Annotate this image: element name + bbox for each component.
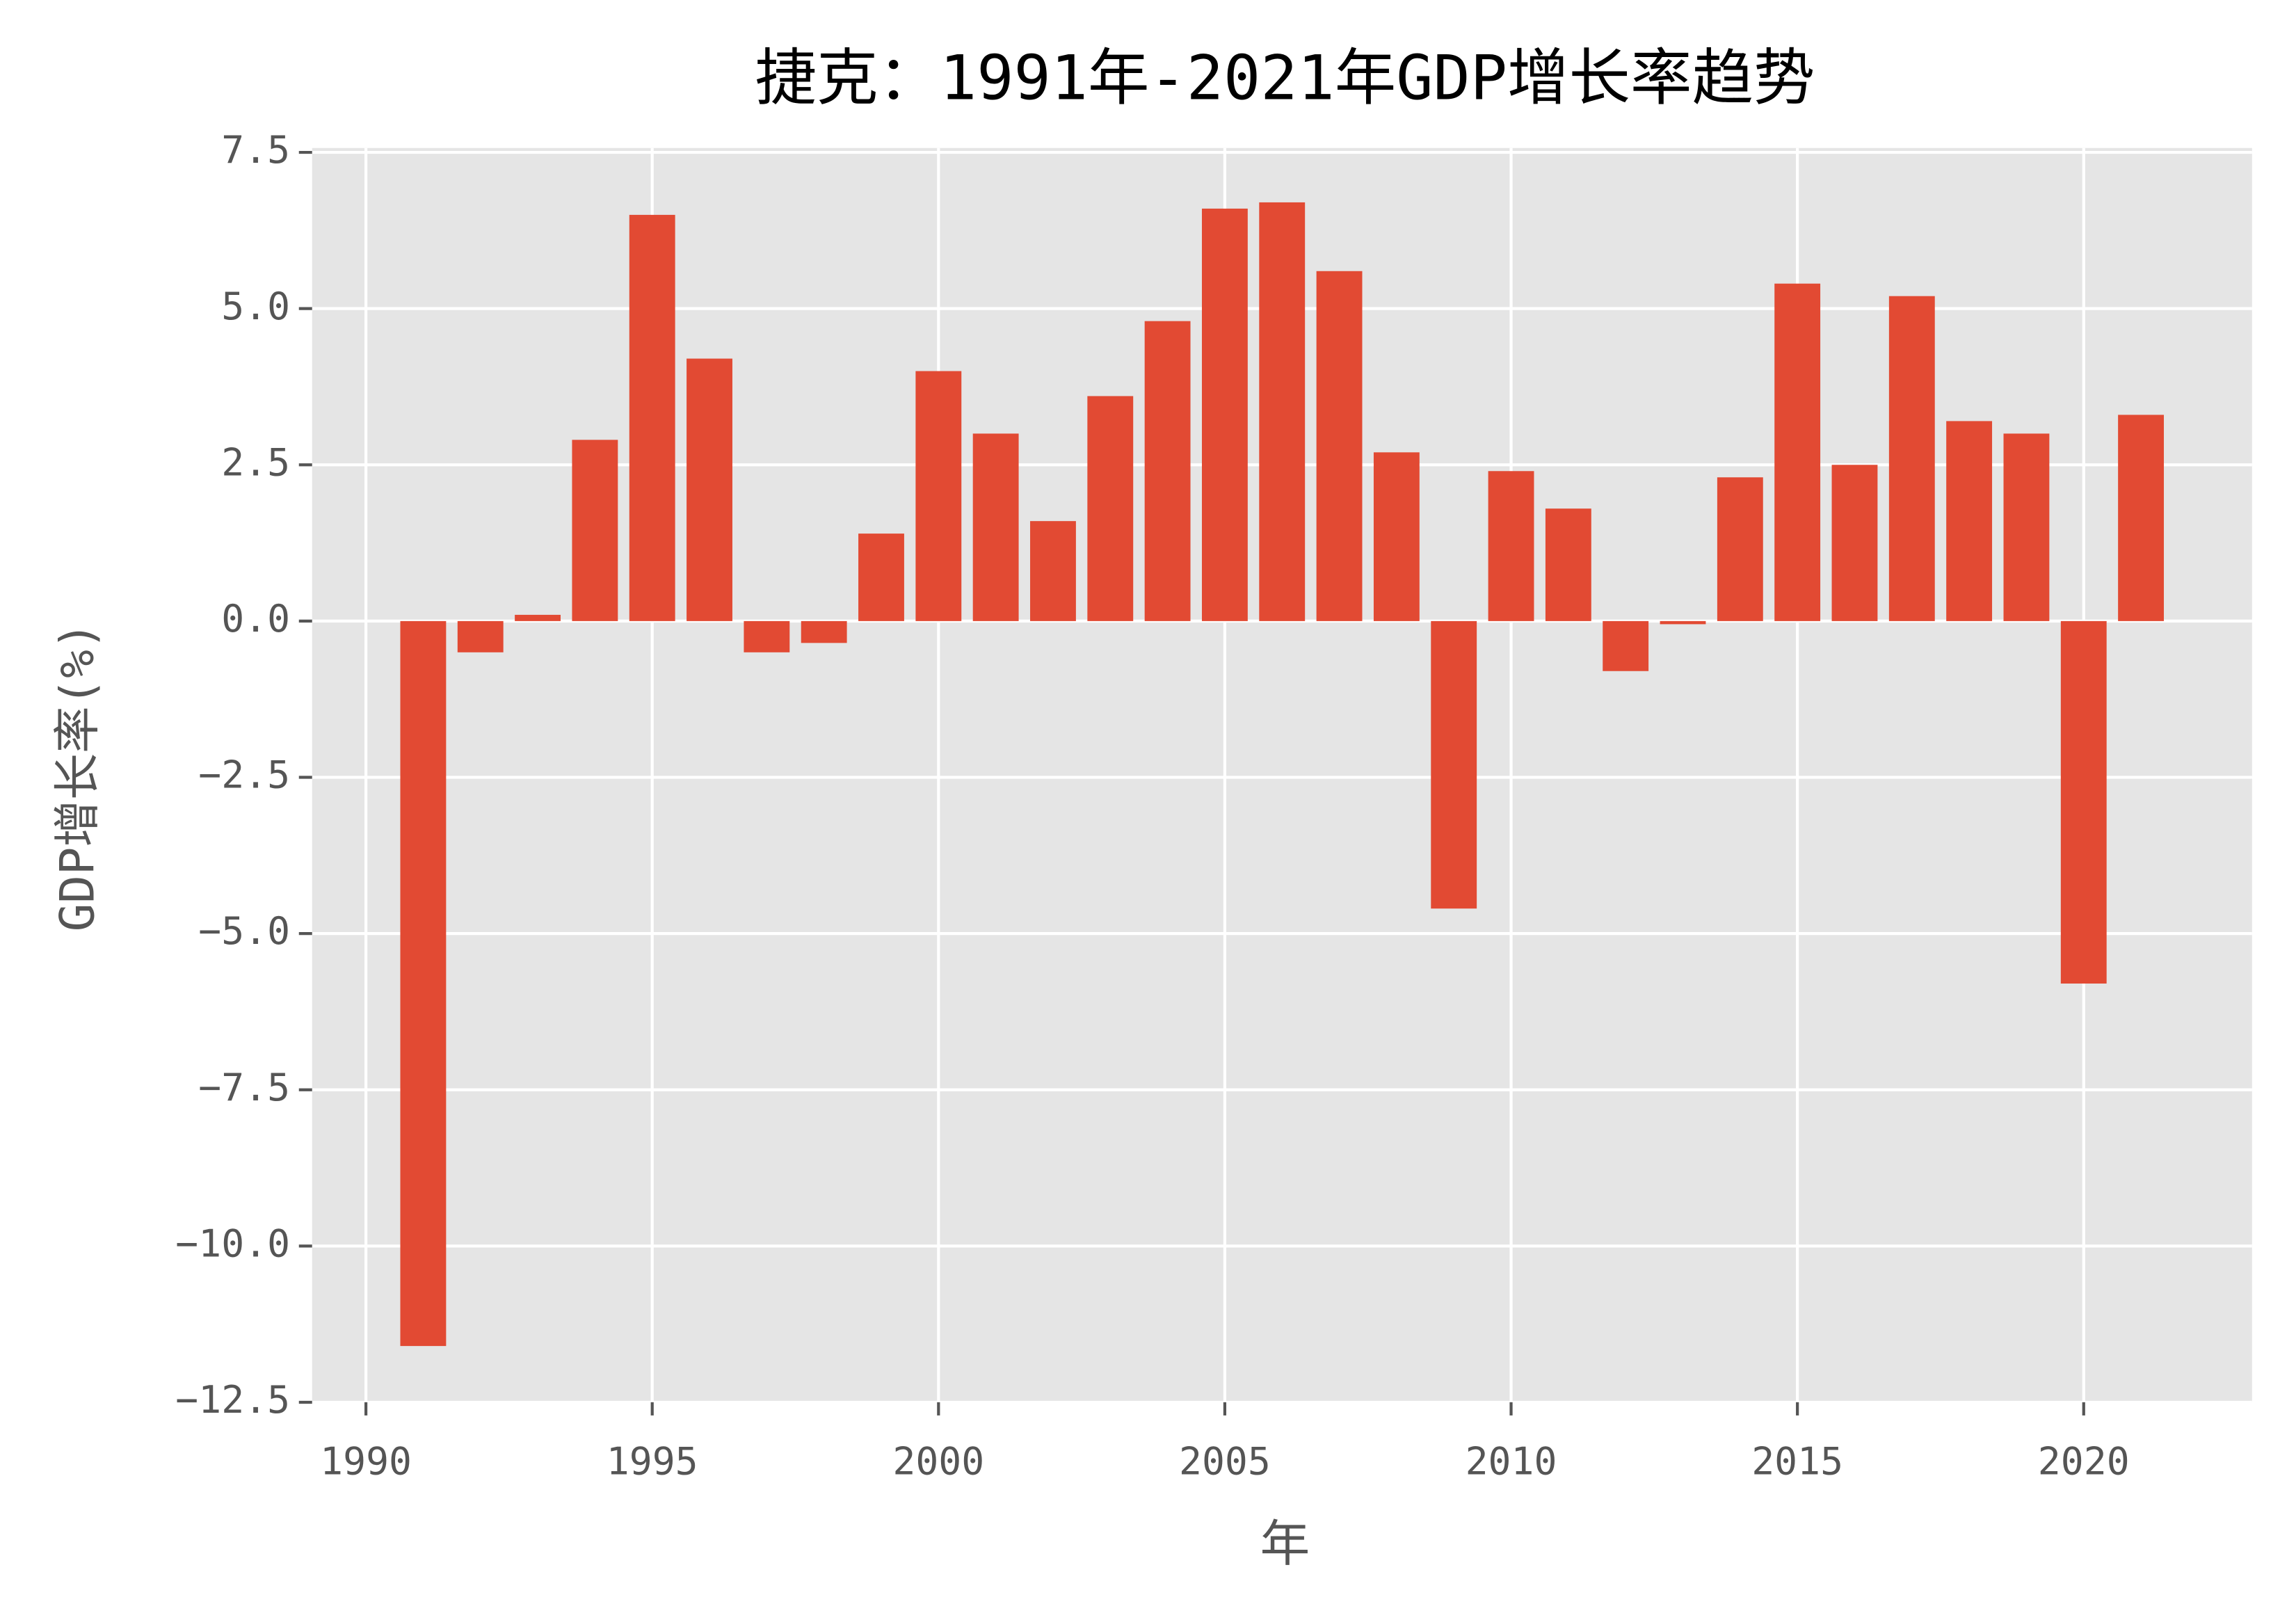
bar bbox=[1946, 421, 1993, 621]
y-tick-label: 0.0 bbox=[221, 596, 290, 641]
x-tick-label: 1995 bbox=[607, 1439, 698, 1484]
x-tick-label: 2015 bbox=[1751, 1439, 1843, 1484]
bar bbox=[1373, 452, 1420, 621]
y-tick-label: −5.0 bbox=[198, 908, 290, 953]
axes: 7.5 5.0 2.5 0.0 −2.5 −5.0 −7.5 −10.0 −12.5 1990 19… bbox=[175, 127, 2129, 1483]
bar bbox=[1603, 620, 1649, 671]
bar bbox=[2060, 620, 2107, 984]
x-tick-label: 2010 bbox=[1466, 1439, 1557, 1484]
bar bbox=[915, 371, 962, 621]
x-tick-label: 1990 bbox=[320, 1439, 412, 1484]
x-tick-label: 2000 bbox=[892, 1439, 984, 1484]
bar bbox=[1259, 202, 1306, 621]
bar bbox=[1030, 521, 1076, 621]
x-tick-label: 2005 bbox=[1179, 1439, 1271, 1484]
bar bbox=[1431, 620, 1477, 909]
chart-title: 捷克：1991年-2021年GDP增长率趋势 bbox=[755, 42, 1815, 113]
bar bbox=[629, 214, 675, 621]
bar bbox=[744, 620, 790, 652]
y-axis-label: GDP增长率(%) bbox=[49, 622, 104, 932]
y-tick-label: 2.5 bbox=[221, 440, 290, 484]
bar bbox=[1717, 477, 1763, 621]
bar bbox=[457, 620, 504, 652]
x-tick-label: 2020 bbox=[2038, 1439, 2130, 1484]
bar bbox=[572, 440, 618, 621]
bar bbox=[1831, 465, 1878, 621]
bar bbox=[2118, 415, 2165, 621]
bar bbox=[858, 534, 904, 621]
bars bbox=[400, 202, 2165, 1347]
bar bbox=[400, 620, 447, 1347]
bar bbox=[1774, 283, 1821, 621]
bar bbox=[2003, 433, 2050, 621]
bar bbox=[1087, 396, 1134, 621]
y-tick-label: 7.5 bbox=[221, 127, 290, 172]
bar bbox=[972, 433, 1019, 621]
x-axis-label: 年 bbox=[1260, 1515, 1310, 1573]
y-tick-label: −12.5 bbox=[175, 1377, 290, 1422]
bar bbox=[687, 358, 732, 621]
bar bbox=[1316, 271, 1363, 621]
y-tick-label: 5.0 bbox=[221, 284, 290, 328]
bar bbox=[1144, 321, 1191, 621]
bar bbox=[1545, 508, 1591, 621]
bar bbox=[515, 614, 561, 621]
y-tick-label: −10.0 bbox=[175, 1221, 290, 1265]
bar bbox=[1488, 471, 1534, 621]
bar bbox=[801, 620, 847, 643]
bar bbox=[1888, 296, 1935, 621]
y-tick-label: −7.5 bbox=[198, 1065, 290, 1109]
bar bbox=[1660, 620, 1706, 625]
y-tick-label: −2.5 bbox=[198, 753, 290, 797]
bar bbox=[1201, 208, 1248, 621]
